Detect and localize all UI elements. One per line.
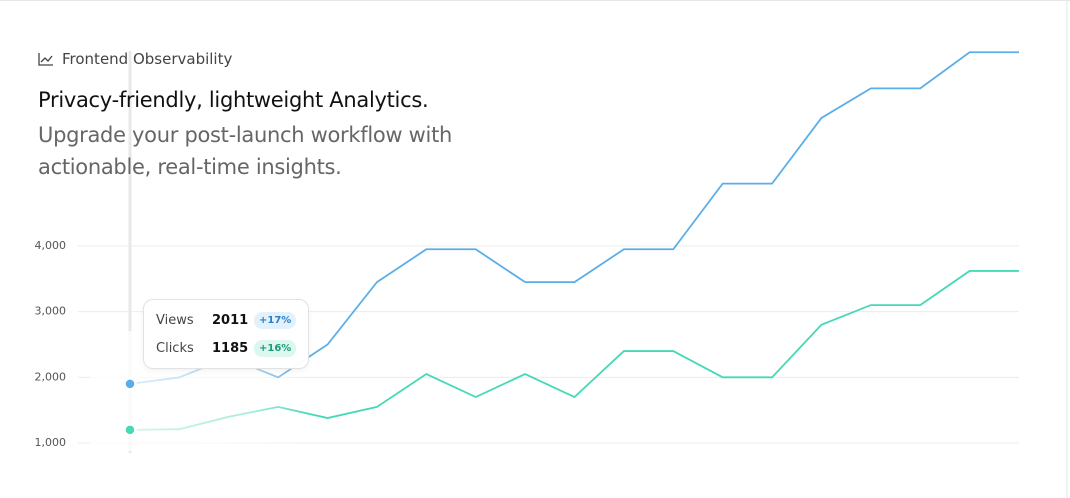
cursor-dot xyxy=(123,423,137,437)
y-tick-label: 1,000 xyxy=(35,436,67,449)
y-tick-label: 3,000 xyxy=(35,305,67,318)
title: Privacy-friendly, lightweight Analytics. xyxy=(38,88,429,112)
tooltip-label: Clicks xyxy=(156,340,194,356)
tooltip-value: 2011 xyxy=(212,312,249,328)
subtitle: Upgrade your post-launch workflow with a… xyxy=(38,123,453,179)
tooltip: Views 2011 +17% Clicks 1185 +16% xyxy=(143,299,309,369)
y-tick-label: 4,000 xyxy=(35,239,67,252)
chart-icon xyxy=(38,53,53,66)
tooltip-change: +17% xyxy=(254,311,297,329)
tooltip-label: Views xyxy=(156,312,194,328)
y-tick-label: 2,000 xyxy=(35,370,67,383)
tooltip-value: 1185 xyxy=(212,340,249,356)
tooltip-row: Clicks 1185 +16% xyxy=(156,338,297,358)
tooltip-change: +16% xyxy=(254,339,297,357)
cursor-dot xyxy=(123,377,137,391)
eyebrow: Frontend Observability xyxy=(38,50,232,68)
eyebrow-text: Frontend Observability xyxy=(62,50,233,68)
tooltip-row: Views 2011 +17% xyxy=(156,310,297,330)
